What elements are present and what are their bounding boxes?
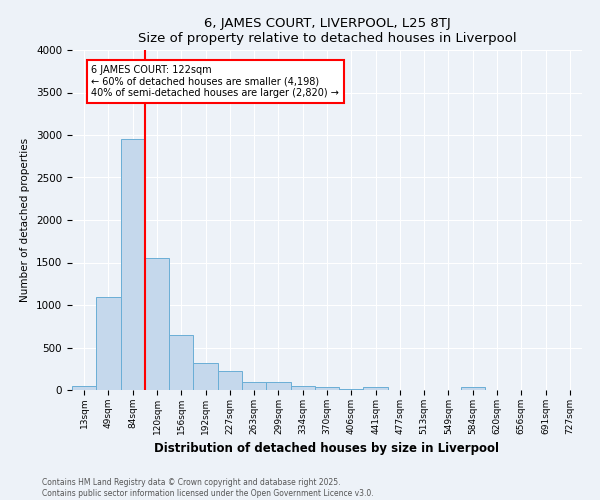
Bar — [218, 372, 242, 390]
Bar — [315, 386, 339, 390]
Bar — [72, 386, 96, 390]
Bar — [461, 386, 485, 390]
Bar — [193, 363, 218, 390]
Bar — [242, 382, 266, 390]
Bar — [339, 389, 364, 390]
Bar — [364, 388, 388, 390]
Bar — [145, 258, 169, 390]
Text: Contains HM Land Registry data © Crown copyright and database right 2025.
Contai: Contains HM Land Registry data © Crown c… — [42, 478, 374, 498]
Bar — [290, 386, 315, 390]
Bar — [121, 139, 145, 390]
Title: 6, JAMES COURT, LIVERPOOL, L25 8TJ
Size of property relative to detached houses : 6, JAMES COURT, LIVERPOOL, L25 8TJ Size … — [137, 16, 517, 44]
Bar — [266, 382, 290, 390]
Y-axis label: Number of detached properties: Number of detached properties — [20, 138, 31, 302]
Text: 6 JAMES COURT: 122sqm
← 60% of detached houses are smaller (4,198)
40% of semi-d: 6 JAMES COURT: 122sqm ← 60% of detached … — [91, 66, 340, 98]
Bar — [169, 335, 193, 390]
X-axis label: Distribution of detached houses by size in Liverpool: Distribution of detached houses by size … — [155, 442, 499, 456]
Bar — [96, 296, 121, 390]
